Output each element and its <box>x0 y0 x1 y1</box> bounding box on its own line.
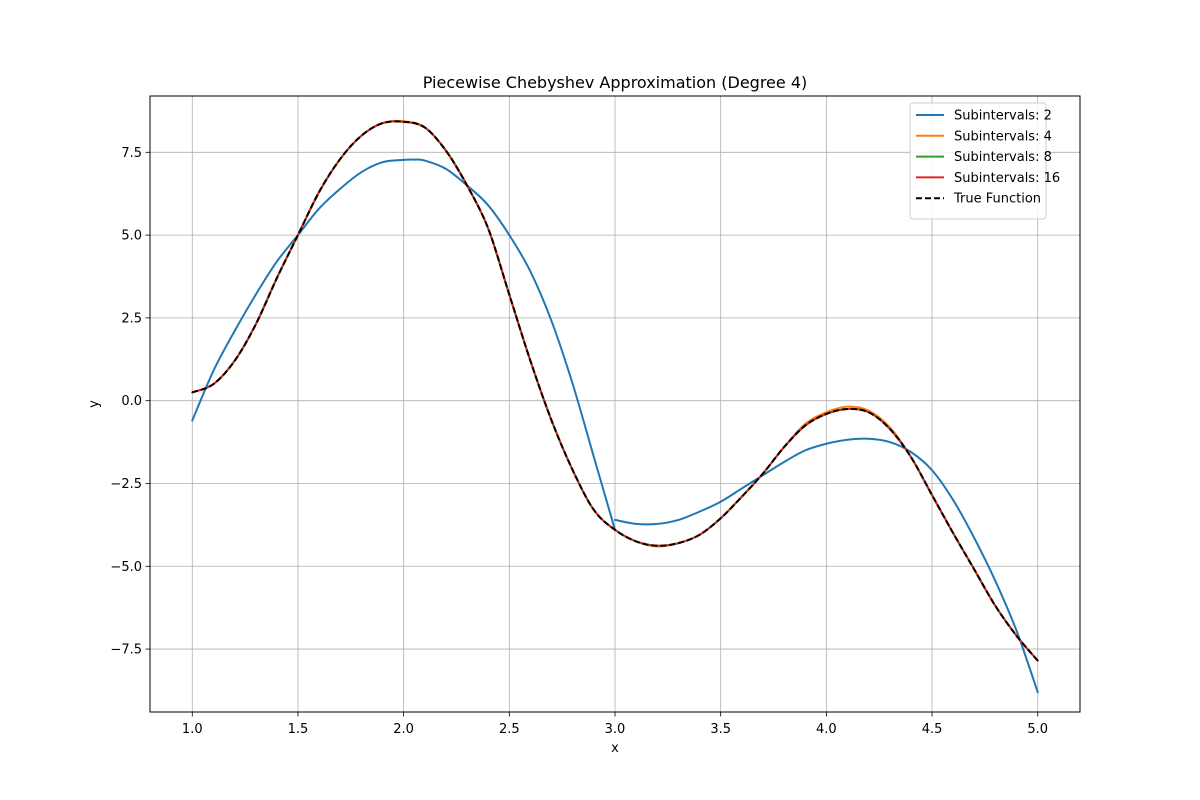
y-axis: −7.5 −5.0 −2.5 0.0 2.5 5.0 7.5 <box>110 146 150 658</box>
y-tick-label: 7.5 <box>121 146 142 161</box>
x-tick-label: 3.0 <box>605 722 626 737</box>
x-tick-label: 1.0 <box>182 722 203 737</box>
chart-title: Piecewise Chebyshev Approximation (Degre… <box>423 73 807 92</box>
y-tick-label: −7.5 <box>110 643 142 658</box>
x-tick-label: 4.5 <box>922 722 943 737</box>
y-tick-label: 2.5 <box>121 311 142 326</box>
series-5 <box>191 120 1039 662</box>
legend-label: Subintervals: 2 <box>954 109 1052 124</box>
legend-label: Subintervals: 4 <box>954 129 1052 144</box>
legend-label: True Function <box>953 192 1041 207</box>
x-tick-label: 5.0 <box>1027 722 1048 737</box>
x-axis: 1.0 1.5 2.0 2.5 3.0 3.5 4.0 4.5 5.0 <box>182 712 1048 737</box>
y-axis-label: y <box>87 400 102 408</box>
y-tick-label: 5.0 <box>121 229 142 244</box>
series-line <box>191 158 616 531</box>
legend-box <box>909 102 1047 220</box>
series-line <box>614 437 1039 694</box>
x-tick-label: 4.0 <box>816 722 837 737</box>
y-tick-label: −5.0 <box>110 560 142 575</box>
x-tick-label: 2.0 <box>393 722 414 737</box>
y-tick-label: −2.5 <box>110 477 142 492</box>
x-tick-label: 1.5 <box>288 722 309 737</box>
x-tick-label: 2.5 <box>499 722 520 737</box>
series-lines <box>191 119 1039 694</box>
x-axis-label: x <box>611 741 619 756</box>
y-tick-label: 0.0 <box>121 394 142 409</box>
x-tick-label: 3.5 <box>710 722 731 737</box>
series-line <box>191 120 1039 662</box>
series-1 <box>191 158 1039 694</box>
legend: Subintervals: 2 Subintervals: 4 Subinterva… <box>909 102 1060 220</box>
legend-label: Subintervals: 16 <box>954 171 1060 186</box>
legend-label: Subintervals: 8 <box>954 150 1052 165</box>
